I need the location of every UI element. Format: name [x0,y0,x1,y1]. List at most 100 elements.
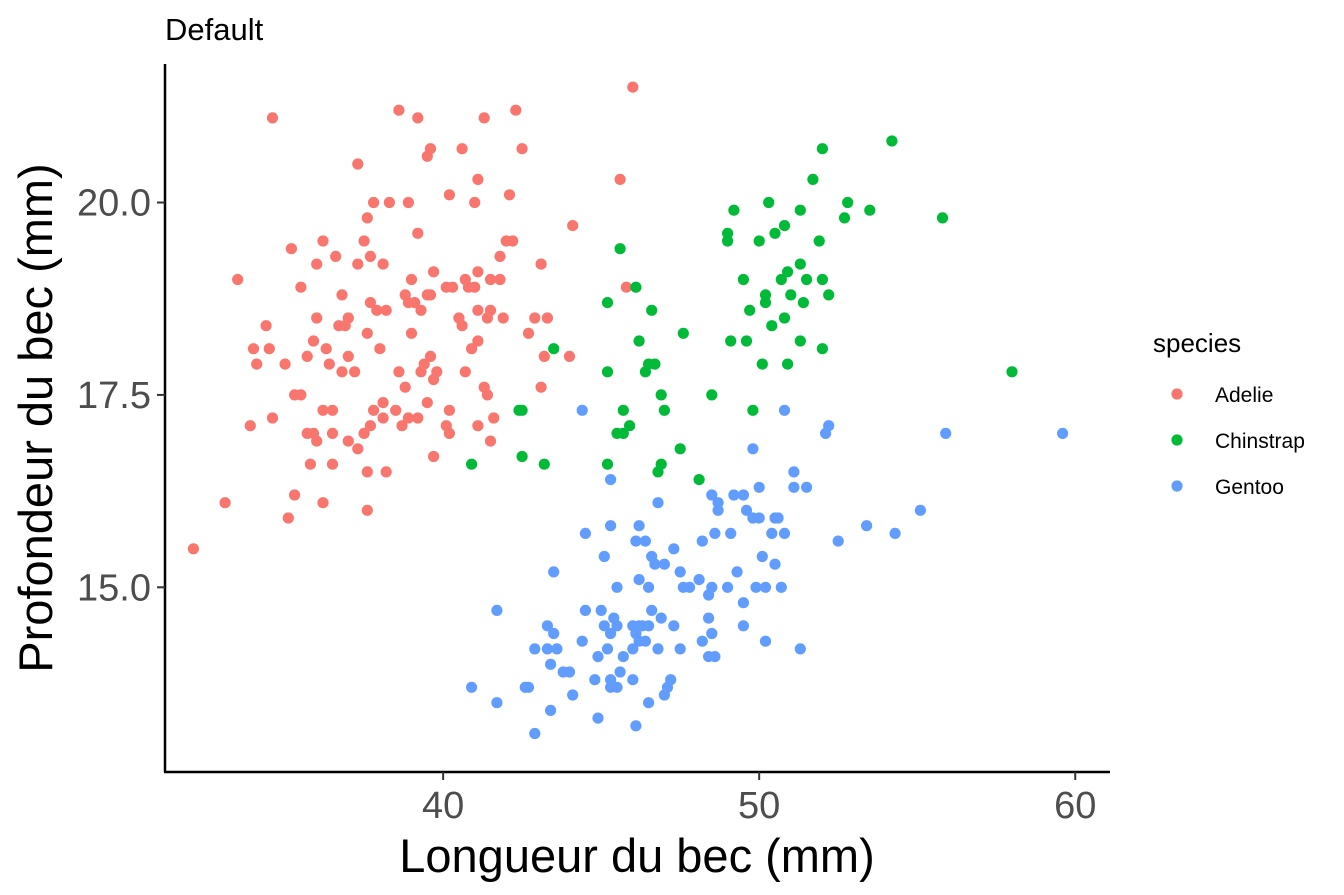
legend-label-chinstrap: Chinstrap [1215,430,1305,453]
point-gentoo-10 [801,481,813,493]
legend-key-adelie [1171,388,1183,400]
point-adelie-114 [244,420,256,432]
point-chinstrap-52 [617,404,629,416]
point-chinstrap-6 [794,204,806,216]
point-adelie-17 [383,196,395,209]
point-gentoo-0 [576,404,588,416]
point-adelie-37 [405,273,418,286]
point-adelie-132 [317,497,329,509]
point-chinstrap-11 [769,227,781,239]
point-gentoo-112 [491,697,503,709]
point-adelie-110 [402,412,414,424]
point-adelie-5 [510,104,522,116]
point-adelie-81 [301,350,313,362]
x-tick-label-0: 40 [422,785,464,827]
x-tick-label-2: 60 [1054,785,1096,827]
point-adelie-72 [472,335,484,347]
point-gentoo-113 [643,697,655,709]
point-adelie-27 [330,250,342,262]
point-chinstrap-59 [516,450,528,463]
point-adelie-99 [295,389,307,401]
point-gentoo-40 [598,550,610,563]
point-gentoo-52 [706,581,718,593]
point-adelie-35 [472,266,484,278]
point-chinstrap-42 [782,358,794,370]
point-adelie-93 [349,366,361,378]
point-gentoo-15 [706,489,718,501]
legend-key-gentoo [1171,480,1183,492]
point-gentoo-118 [529,727,541,740]
point-chinstrap-10 [778,220,791,232]
point-gentoo-79 [548,627,560,640]
point-chinstrap-51 [516,404,528,416]
point-gentoo-96 [617,651,629,663]
point-adelie-68 [456,320,468,332]
point-adelie-1 [266,112,279,124]
point-gentoo-89 [551,643,563,655]
point-adelie-19 [361,212,373,224]
point-gentoo-41 [756,550,768,563]
point-adelie-134 [219,497,231,509]
point-adelie-16 [368,196,380,209]
point-chinstrap-3 [842,196,854,209]
point-gentoo-45 [548,566,560,578]
point-gentoo-34 [832,535,844,547]
point-adelie-112 [412,412,424,424]
point-gentoo-108 [522,681,535,693]
point-gentoo-65 [646,604,658,617]
point-adelie-6 [456,143,468,155]
point-adelie-127 [428,450,440,463]
y-tick-label-2: 20.0 [77,183,151,225]
point-gentoo-37 [668,543,680,555]
point-gentoo-76 [643,620,655,632]
point-adelie-111 [488,412,500,424]
point-adelie-84 [323,358,335,370]
point-chinstrap-46 [639,366,652,378]
point-gentoo-35 [696,535,708,547]
point-adelie-80 [563,350,576,362]
point-chinstrap-62 [466,458,478,470]
point-adelie-30 [377,258,389,270]
point-adelie-124 [342,435,354,447]
point-gentoo-6 [747,443,759,455]
point-gentoo-31 [579,527,592,540]
point-adelie-119 [326,427,339,439]
point-adelie-96 [399,381,411,393]
point-gentoo-46 [731,566,743,578]
point-adelie-108 [266,412,279,424]
point-adelie-62 [541,312,554,324]
point-gentoo-1 [778,404,791,416]
point-adelie-76 [247,343,260,355]
point-gentoo-110 [611,681,623,693]
point-adelie-49 [421,289,433,301]
point-adelie-79 [538,350,550,362]
point-adelie-123 [484,435,497,447]
point-gentoo-24 [605,520,617,532]
point-adelie-12 [614,173,626,185]
point-gentoo-22 [652,497,664,509]
point-gentoo-99 [563,666,576,678]
point-adelie-136 [282,512,294,524]
point-adelie-14 [443,189,455,201]
point-gentoo-14 [740,504,753,516]
point-adelie-58 [311,312,323,324]
point-gentoo-115 [567,689,579,701]
point-adelie-103 [317,404,329,416]
point-adelie-129 [326,458,339,470]
point-adelie-87 [251,358,263,370]
point-adelie-10 [352,158,364,170]
point-chinstrap-35 [725,335,737,347]
point-adelie-54 [371,304,383,316]
point-adelie-45 [469,281,481,293]
point-gentoo-111 [658,689,671,701]
series-chinstrap [466,135,1018,486]
point-adelie-8 [516,143,528,155]
point-gentoo-114 [545,704,557,717]
point-gentoo-74 [737,620,750,632]
point-adelie-52 [409,297,421,309]
point-adelie-32 [535,258,547,270]
point-gentoo-43 [674,566,686,578]
point-gentoo-26 [861,520,873,532]
point-gentoo-55 [775,581,787,593]
point-gentoo-28 [778,527,791,540]
